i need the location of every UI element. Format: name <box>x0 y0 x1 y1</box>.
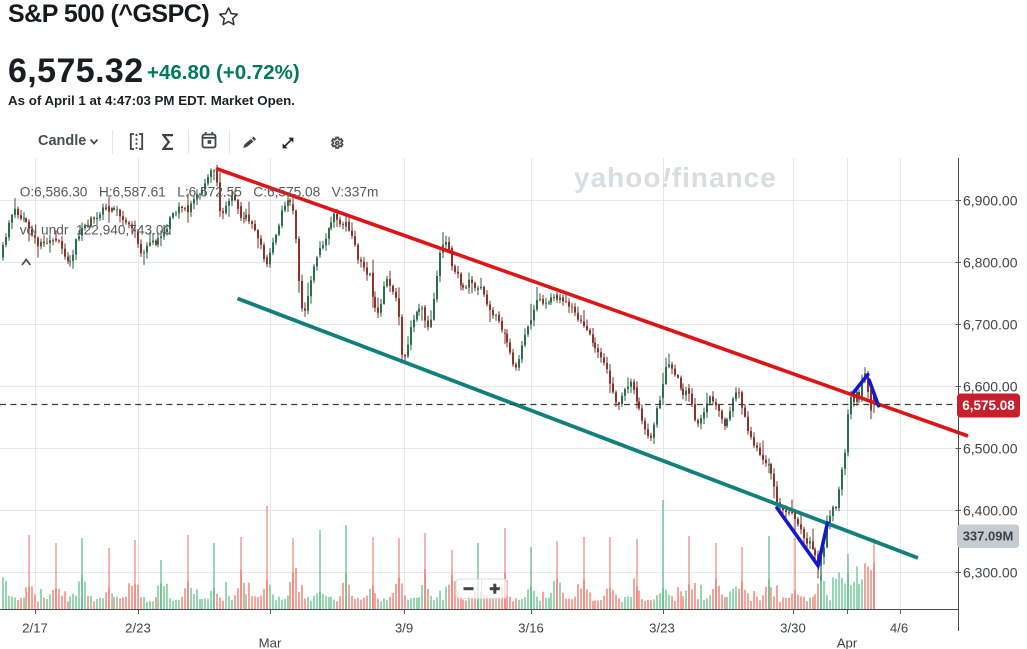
svg-text:3/23: 3/23 <box>649 621 675 636</box>
svg-text:Mar: Mar <box>259 636 282 649</box>
svg-text:O:6,586.30 H:6,587.61 L:6,: O:6,586.30 H:6,587.61 L:6,572.55 C:6,575… <box>20 184 379 199</box>
svg-text:6,800.00: 6,800.00 <box>963 255 1018 271</box>
svg-text:6,900.00: 6,900.00 <box>963 193 1018 209</box>
svg-text:3/30: 3/30 <box>780 621 806 636</box>
svg-text:4/6: 4/6 <box>890 621 908 636</box>
svg-text:2/17: 2/17 <box>22 621 48 636</box>
svg-text:6,575.08: 6,575.08 <box>962 398 1015 413</box>
svg-text:2/23: 2/23 <box>125 621 151 636</box>
svg-text:6,500.00: 6,500.00 <box>963 441 1018 457</box>
svg-text:6,300.00: 6,300.00 <box>963 565 1018 581</box>
svg-text:337.09M: 337.09M <box>963 529 1014 544</box>
svg-text:Apr: Apr <box>837 636 858 649</box>
svg-text:6,400.00: 6,400.00 <box>963 503 1018 519</box>
svg-text:3/16: 3/16 <box>518 621 544 636</box>
svg-text:vol undr 122,940,743.00: vol undr 122,940,743.00 <box>20 223 172 238</box>
svg-text:6,700.00: 6,700.00 <box>963 317 1018 333</box>
svg-text:6,600.00: 6,600.00 <box>963 379 1018 395</box>
svg-text:yahoo!finance: yahoo!finance <box>574 162 777 193</box>
svg-text:3/9: 3/9 <box>395 621 413 636</box>
